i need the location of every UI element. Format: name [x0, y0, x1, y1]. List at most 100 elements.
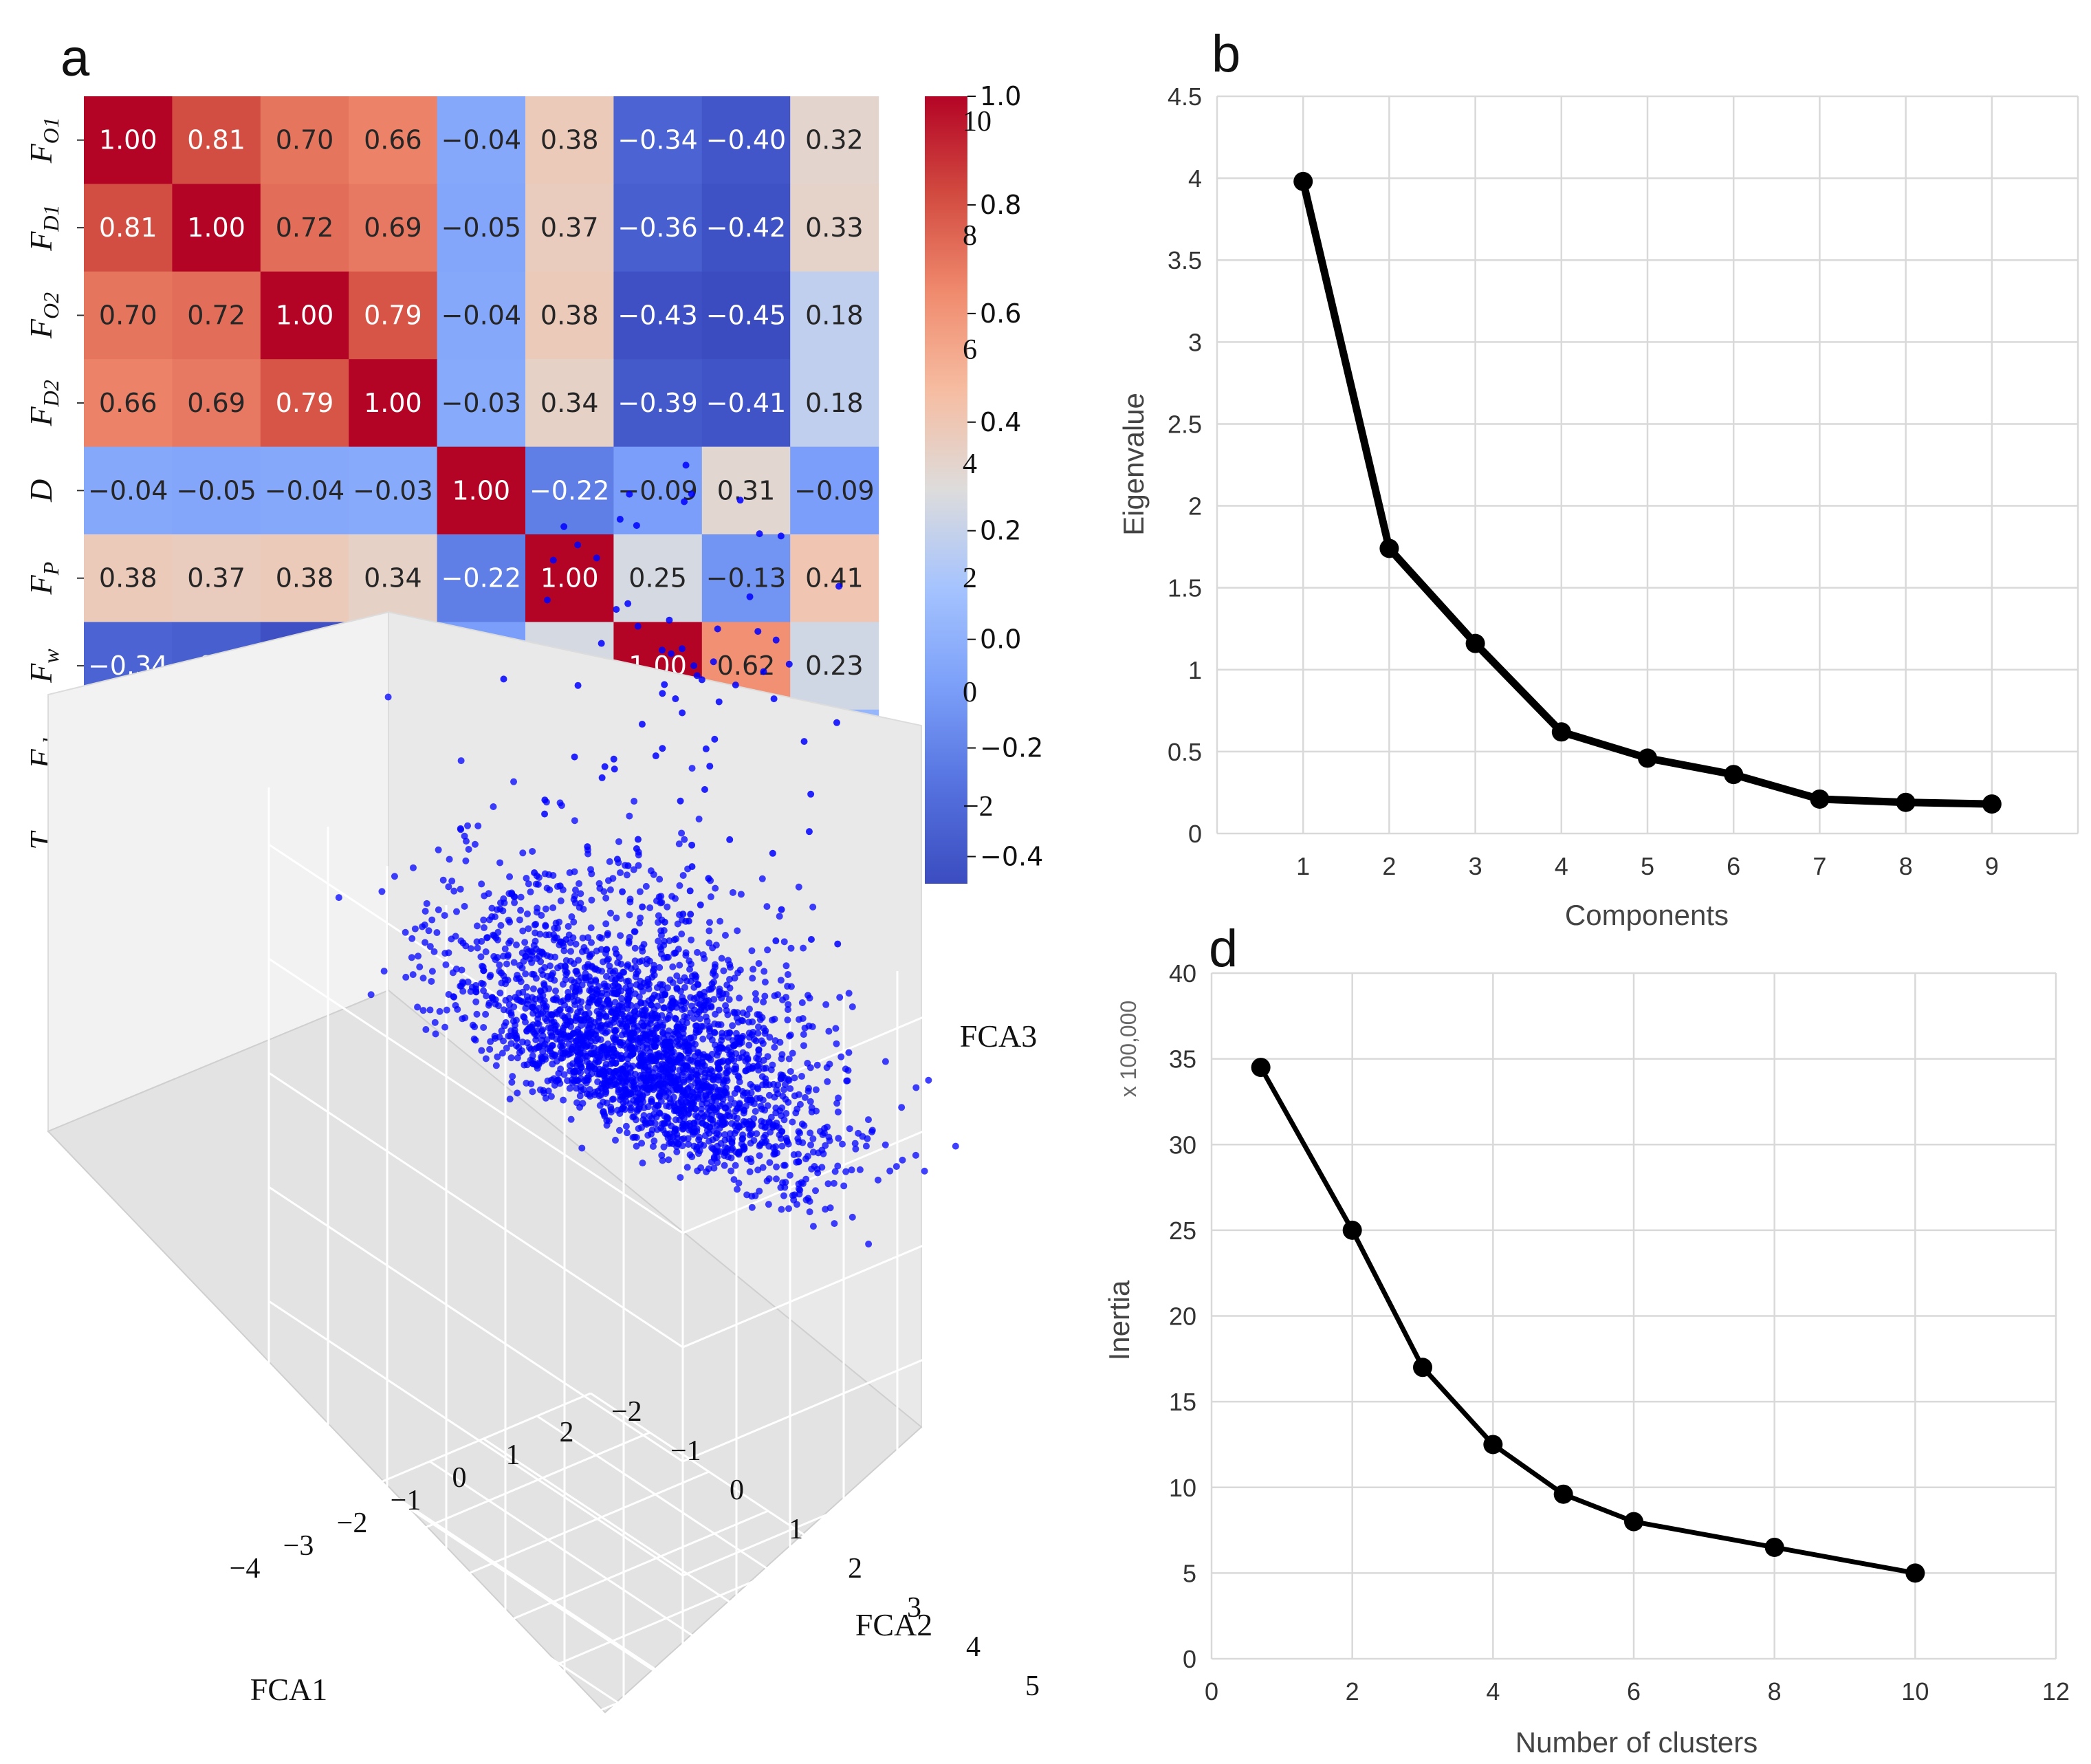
scatter-point: [703, 1067, 710, 1074]
scatter-3d-gridline: [268, 1071, 683, 1349]
heatmap-cell: [437, 534, 526, 622]
scatter-point: [462, 942, 470, 950]
scatter-point: [772, 937, 780, 945]
scatter-point: [611, 990, 618, 997]
scatter-point: [736, 497, 744, 504]
fca3-axis-label: FCA3: [960, 1019, 1037, 1054]
heatmap-cell: [525, 446, 614, 535]
scatter-point: [667, 1139, 675, 1146]
scatter-point: [748, 947, 756, 955]
scatter-point: [567, 1062, 574, 1069]
scatter-point: [435, 846, 442, 853]
scatter-point: [692, 1041, 699, 1048]
scatter-point: [672, 895, 679, 902]
inertia-x-ticks: 0 2 4 6 8 10 12: [1205, 1677, 2070, 1706]
y-tick-label: 4.5: [1168, 83, 1202, 111]
scatter-point: [732, 1162, 739, 1169]
scatter-point: [673, 1085, 681, 1093]
scatter-point: [715, 698, 723, 706]
scatter-point: [677, 1052, 685, 1060]
scatter-point: [480, 1023, 488, 1031]
scatter-point: [523, 910, 531, 917]
scatter-point: [582, 970, 589, 977]
scatter-point: [681, 1013, 688, 1021]
scatter-point: [593, 1052, 601, 1060]
scatter-point: [650, 1137, 658, 1144]
scatter-point: [656, 875, 664, 883]
heatmap-cell: [525, 184, 614, 272]
scatter-3d-gridline: [536, 1415, 952, 1692]
scatter-point: [559, 1054, 567, 1062]
x-tick-label: 2: [1346, 1677, 1359, 1706]
scatter-point: [754, 1166, 762, 1174]
heatmap-cell-label: −0.45: [706, 301, 786, 331]
heatmap-cell-label: −0.34: [617, 125, 697, 155]
scatter-point: [609, 1074, 616, 1081]
scatter-point: [500, 1037, 507, 1045]
heatmap-row-label: FO1: [23, 117, 63, 164]
scatter-point: [631, 928, 638, 935]
scatter-point: [502, 1019, 510, 1026]
scatter-point: [723, 1077, 731, 1085]
scatter-point: [701, 1084, 708, 1091]
scatter-point: [688, 765, 696, 772]
inertia-gridlines: [1210, 972, 2057, 1660]
scatter-point: [569, 1030, 577, 1038]
scatter-point: [782, 962, 790, 970]
scatter-point: [478, 880, 485, 888]
heatmap-cell: [349, 534, 438, 622]
scatter-point: [506, 1096, 514, 1103]
scatter-point: [688, 936, 695, 944]
scatter-point: [422, 1026, 430, 1034]
scatter-point: [655, 1075, 663, 1082]
scatter-point: [678, 930, 686, 938]
scatter-point: [633, 970, 640, 977]
scatter-point: [602, 894, 610, 902]
scatter-point: [457, 885, 464, 893]
scatter-point: [571, 992, 579, 999]
scatter-point: [496, 961, 503, 969]
scatter-point: [587, 988, 595, 995]
scatter-point: [766, 1034, 774, 1041]
scatter-point: [732, 1030, 740, 1037]
scatter-point: [432, 1030, 439, 1038]
heatmap-cell-label: −0.22: [441, 563, 521, 594]
scatter-point: [617, 960, 625, 968]
scatter-point: [688, 863, 696, 871]
heatmap-cell: [84, 184, 173, 272]
scatter-point: [690, 1015, 697, 1023]
scatter-point: [719, 1117, 726, 1124]
scatter-point: [601, 1080, 609, 1088]
y-tick-label: 40: [1169, 959, 1196, 988]
scatter-point: [378, 888, 386, 895]
scatter-point: [509, 1073, 516, 1080]
scatter-3d-gridline: [682, 1552, 1005, 1691]
x-tick-label: 8: [1768, 1677, 1782, 1706]
scatter-point: [598, 774, 606, 781]
scatter-point: [832, 1025, 840, 1032]
scatter-point: [573, 970, 581, 978]
scatter-point: [676, 977, 683, 985]
scatter-point: [606, 1021, 614, 1029]
scatter-point: [644, 1103, 652, 1111]
scatter-point: [952, 1142, 959, 1150]
scatter-point: [462, 857, 470, 864]
scatter-point: [833, 1100, 841, 1107]
scatter-point: [586, 953, 593, 961]
scatter-point: [743, 1011, 751, 1019]
scatter-3d-gridline: [682, 1096, 1005, 1234]
scatter-3d-gridline: [682, 1438, 1005, 1577]
scatter-point: [707, 1087, 714, 1094]
scatter-point: [559, 1027, 567, 1034]
scatter-point: [620, 1012, 628, 1020]
heatmap-cell-label: −0.03: [353, 475, 433, 505]
scatter-point: [759, 1164, 767, 1171]
scatter-point: [752, 990, 759, 997]
scatter-point: [647, 867, 655, 875]
scatter-point: [836, 994, 844, 1001]
scatter-point: [543, 1017, 551, 1025]
scatter-point: [600, 1070, 607, 1078]
heatmap-cell-label: 0.32: [805, 125, 864, 155]
scatter-point: [694, 948, 701, 956]
scatter-point: [711, 961, 719, 968]
